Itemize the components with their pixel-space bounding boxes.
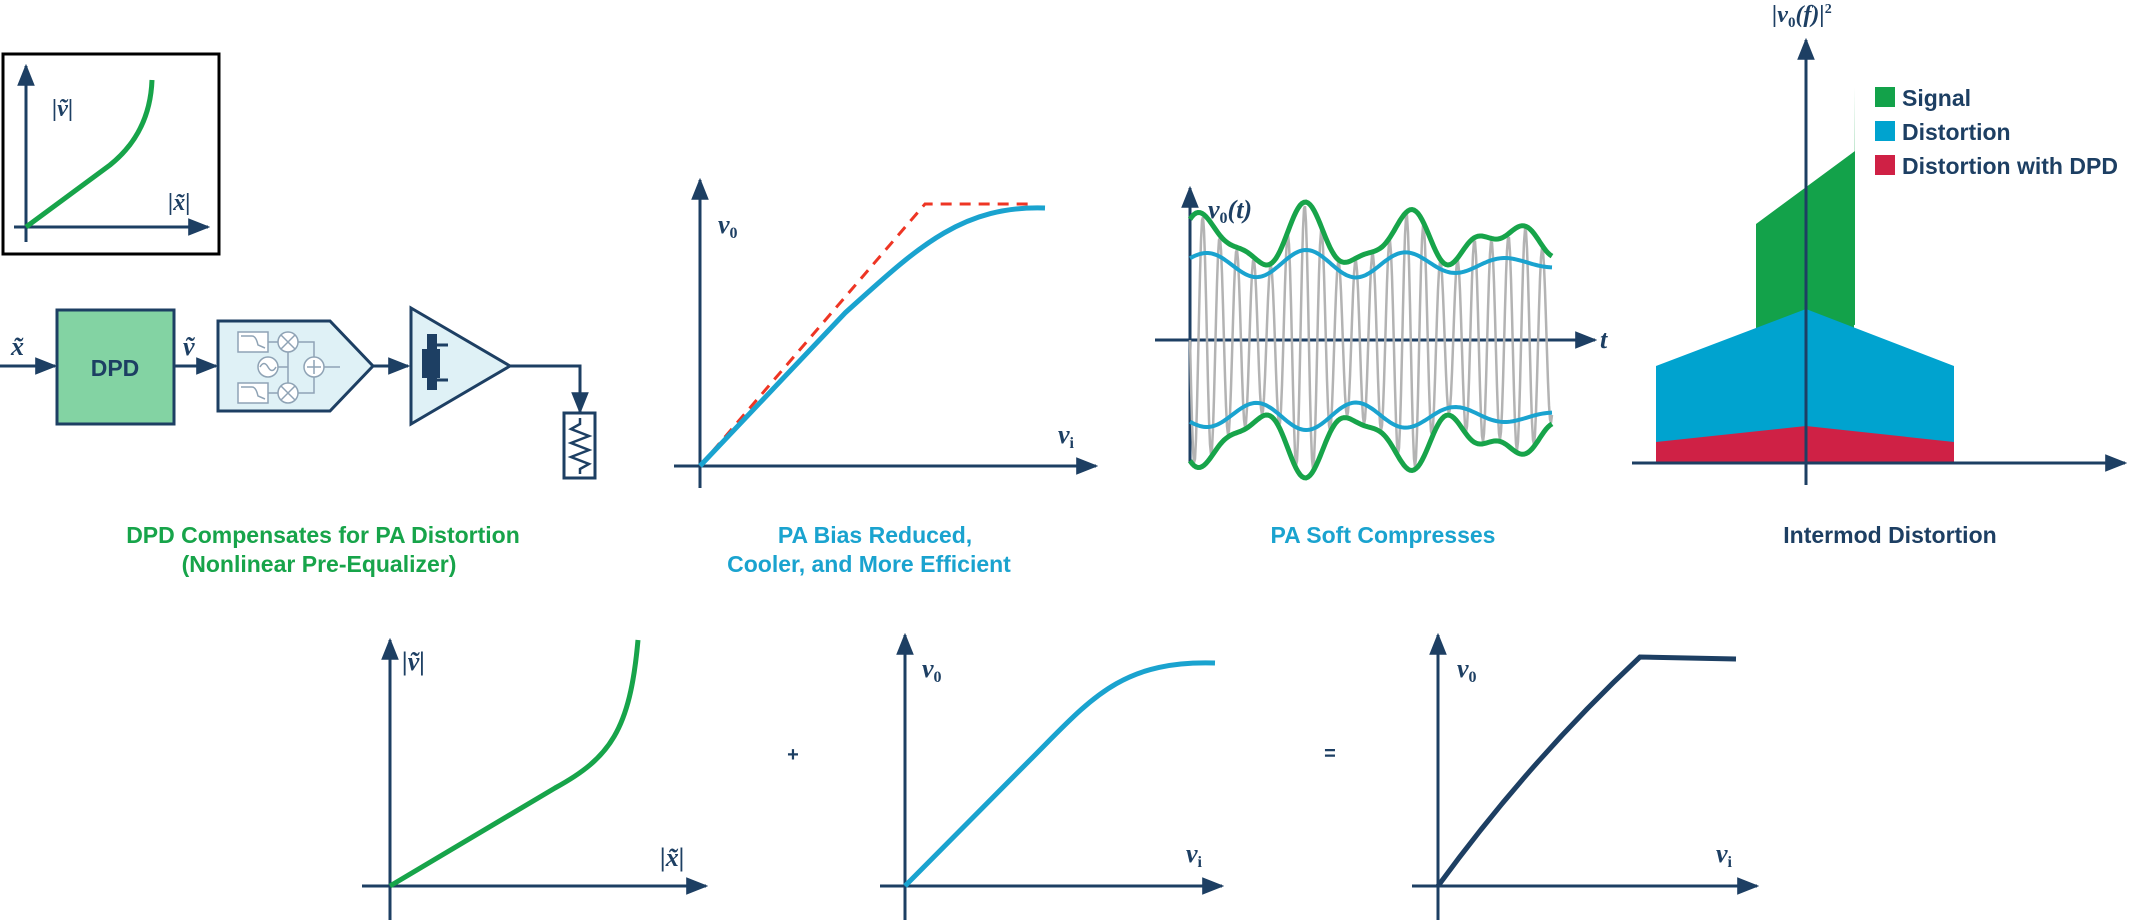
equals-operator: = — [1324, 743, 1336, 765]
legend-signal-swatch — [1875, 87, 1895, 107]
caption-soft: PA Soft Compresses — [1271, 522, 1496, 548]
bottom3-curve — [1435, 654, 1737, 888]
legend-distortion-swatch — [1875, 121, 1895, 141]
pa-transfer-chart: v0 vi — [674, 177, 1099, 488]
envelope-green-bottom — [1187, 412, 1554, 481]
pa-actual-curve — [698, 205, 1046, 468]
bottom1-y-label: |ṽ| — [402, 647, 425, 676]
envelope-blue-bottom — [1189, 400, 1553, 433]
spectrum-signal-right — [1806, 151, 1855, 325]
bottom2-curve — [903, 660, 1216, 888]
output-label: ṽ — [183, 332, 196, 361]
inset-chart: |ṽ| |x̃| — [1, 52, 221, 256]
inset-x-label: |x̃| — [168, 190, 191, 216]
inset-frame — [1, 52, 221, 256]
modulator-icon — [216, 319, 376, 413]
pa-y-label: v0 — [718, 210, 738, 242]
legend-signal-label: Signal — [1902, 85, 1971, 111]
caption-bias-line1: PA Bias Reduced, — [778, 522, 972, 548]
resistor-icon — [562, 411, 597, 480]
bottom-plot-result: v0 vi — [1412, 632, 1760, 920]
caption-dpd-line2: (Nonlinear Pre-Equalizer) — [182, 551, 457, 577]
bottom-plot-dpd: |ṽ| |x̃| — [362, 637, 709, 920]
spectrum-y-label: |v0(f)|2 — [1772, 2, 1832, 31]
legend-distortion-dpd-label: Distortion with DPD — [1902, 153, 2118, 179]
caption-dpd-line1: DPD Compensates for PA Distortion — [126, 522, 520, 548]
bottom3-x-label: vi — [1716, 839, 1733, 871]
bottom3-y-label: v0 — [1457, 654, 1477, 686]
time-domain-chart: v0(t) t — [1155, 185, 1608, 481]
pa-ideal-line — [698, 202, 1035, 467]
envelope-green-top — [1187, 199, 1554, 268]
pa-out-wire — [510, 364, 589, 415]
plus-operator: + — [787, 744, 799, 766]
legend-distortion-label: Distortion — [1902, 119, 2011, 145]
inset-curve — [24, 79, 155, 230]
input-label: x̃ — [10, 332, 24, 361]
block-diagram: x̃ DPD ṽ — [0, 305, 597, 480]
pa-x-label: vi — [1058, 420, 1075, 452]
bottom1-curve — [388, 639, 641, 889]
spectrum-chart: |v0(f)|2 Signal Distortion Distortion wi… — [1632, 2, 2128, 485]
legend-distortion-dpd-swatch — [1875, 155, 1895, 175]
dpd-block-label: DPD — [91, 355, 140, 381]
time-y-label: v0(t) — [1208, 195, 1252, 227]
bottom2-x-label: vi — [1186, 839, 1203, 871]
inset-y-label: |ṽ| — [52, 96, 73, 122]
caption-intermod: Intermod Distortion — [1783, 522, 1996, 548]
caption-bias-line2: Cooler, and More Efficient — [727, 551, 1011, 577]
dpd-block — [55, 308, 176, 426]
envelope-blue-top — [1189, 247, 1553, 280]
bottom-plot-pa: v0 vi — [880, 632, 1225, 920]
time-x-label: t — [1600, 325, 1608, 354]
bottom2-y-label: v0 — [922, 654, 942, 686]
amplifier-icon — [409, 305, 513, 427]
carrier-wave — [1188, 205, 1554, 469]
bottom1-x-label: |x̃| — [660, 843, 684, 872]
